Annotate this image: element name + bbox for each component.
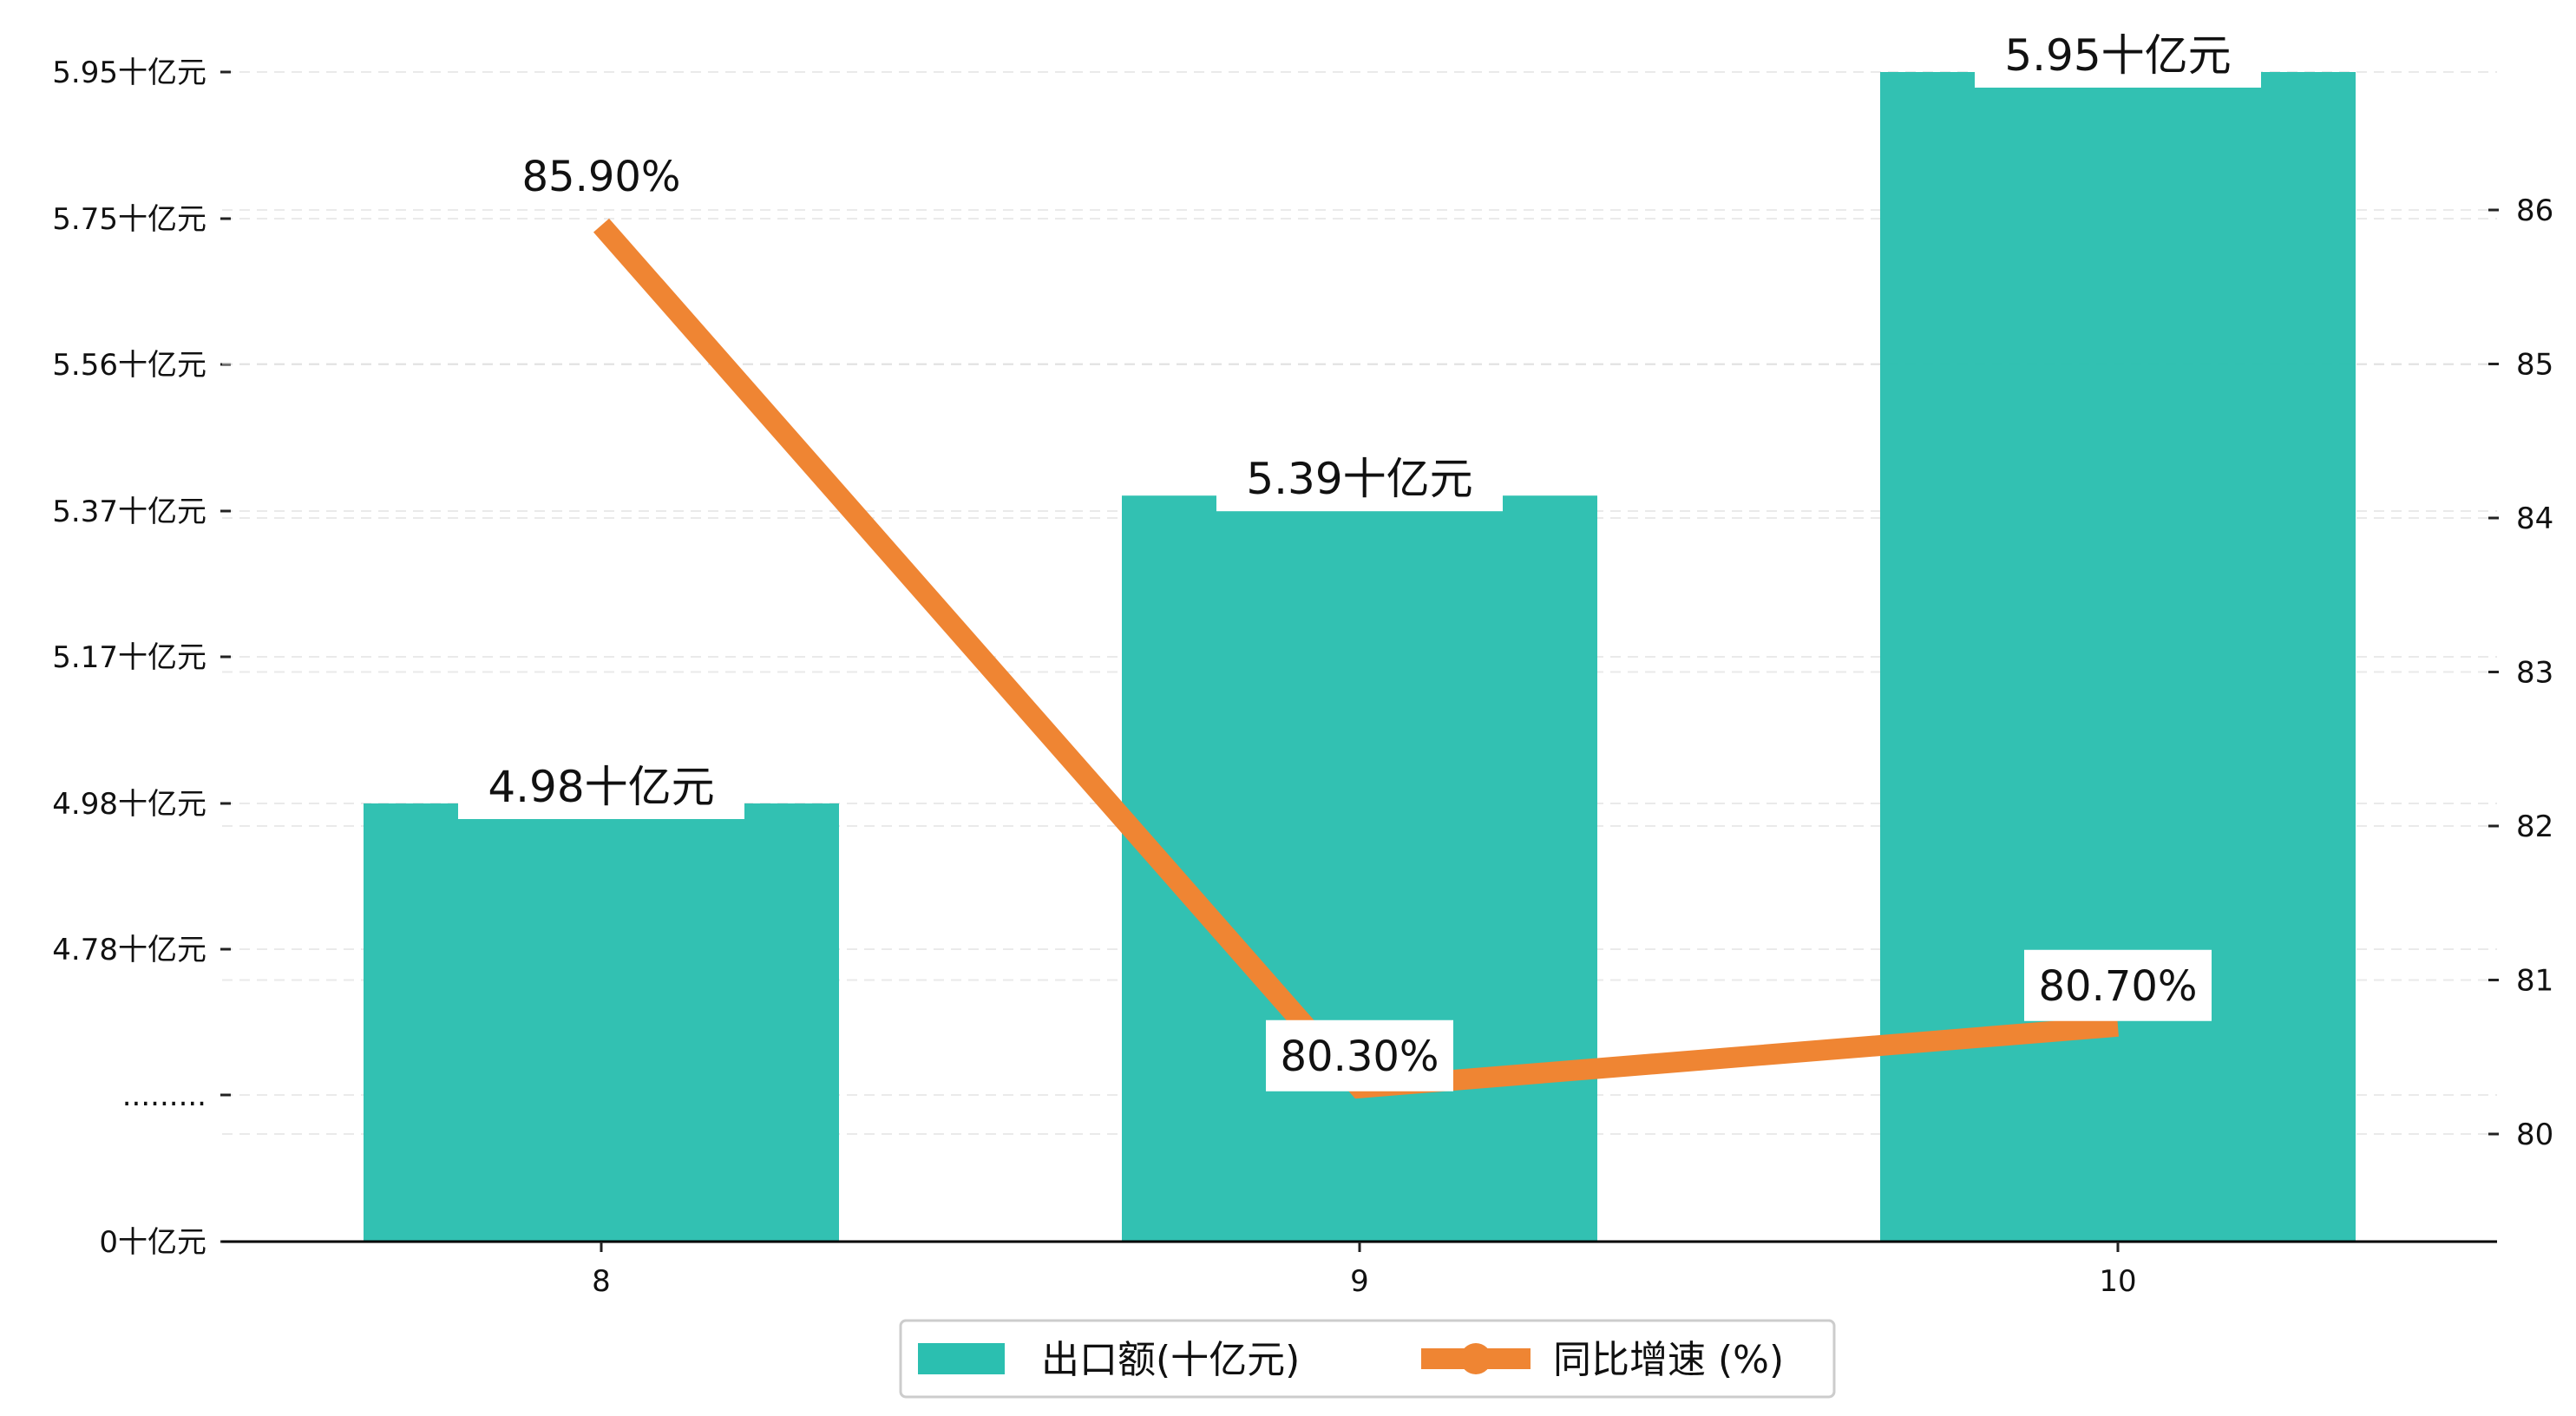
- x-tick-label: 8: [592, 1264, 611, 1299]
- right-tick-label: 82: [2516, 810, 2553, 844]
- legend-label-line: 同比增速 (%): [1553, 1338, 1784, 1382]
- line-value-label: 85.90%: [521, 153, 680, 201]
- right-tick-label: 81: [2516, 964, 2553, 999]
- right-tick-label: 85: [2516, 348, 2553, 383]
- left-tick-label: 5.56十亿元: [52, 348, 206, 383]
- line-value-label: 80.70%: [2038, 962, 2197, 1011]
- right-tick-label: 84: [2516, 502, 2553, 536]
- bar-label-box: [458, 757, 744, 819]
- left-tick-label: 4.98十亿元: [52, 787, 206, 822]
- left-tick-label: 5.75十亿元: [52, 202, 206, 237]
- bar: [364, 803, 839, 1242]
- x-tick-label: 10: [2099, 1264, 2136, 1299]
- bar-label-box: [1216, 449, 1503, 512]
- legend-swatch-bar: [918, 1343, 1005, 1374]
- left-tick-label: 5.95十亿元: [52, 56, 206, 90]
- left-tick-label: 4.78十亿元: [52, 933, 206, 967]
- legend-box: [899, 1319, 1836, 1399]
- right-tick-label: 80: [2516, 1118, 2553, 1152]
- left-tick-label: 5.37十亿元: [52, 495, 206, 529]
- left-tick-label: .........: [122, 1078, 206, 1113]
- bar-value-label: 4.98十亿元: [488, 762, 714, 812]
- bar-value-label: 5.39十亿元: [1246, 454, 1472, 504]
- bar-value-label: 5.95十亿元: [2004, 30, 2231, 81]
- right-tick-label: 83: [2516, 656, 2553, 691]
- right-tick-label: 86: [2516, 193, 2553, 228]
- legend-swatch-marker: [1460, 1343, 1491, 1374]
- bar: [1880, 72, 2356, 1242]
- left-tick-label: 5.17十亿元: [52, 640, 206, 675]
- line-label-box: [2024, 949, 2212, 1021]
- x-tick-label: 9: [1350, 1264, 1369, 1299]
- bar-label-box: [1975, 25, 2261, 88]
- bar: [1122, 495, 1597, 1242]
- line-value-label: 80.30%: [1280, 1032, 1439, 1081]
- line-label-box: [1266, 1019, 1453, 1092]
- legend-label-bar: 出口额(十亿元): [1041, 1338, 1300, 1382]
- left-tick-label: 0十亿元: [99, 1225, 206, 1260]
